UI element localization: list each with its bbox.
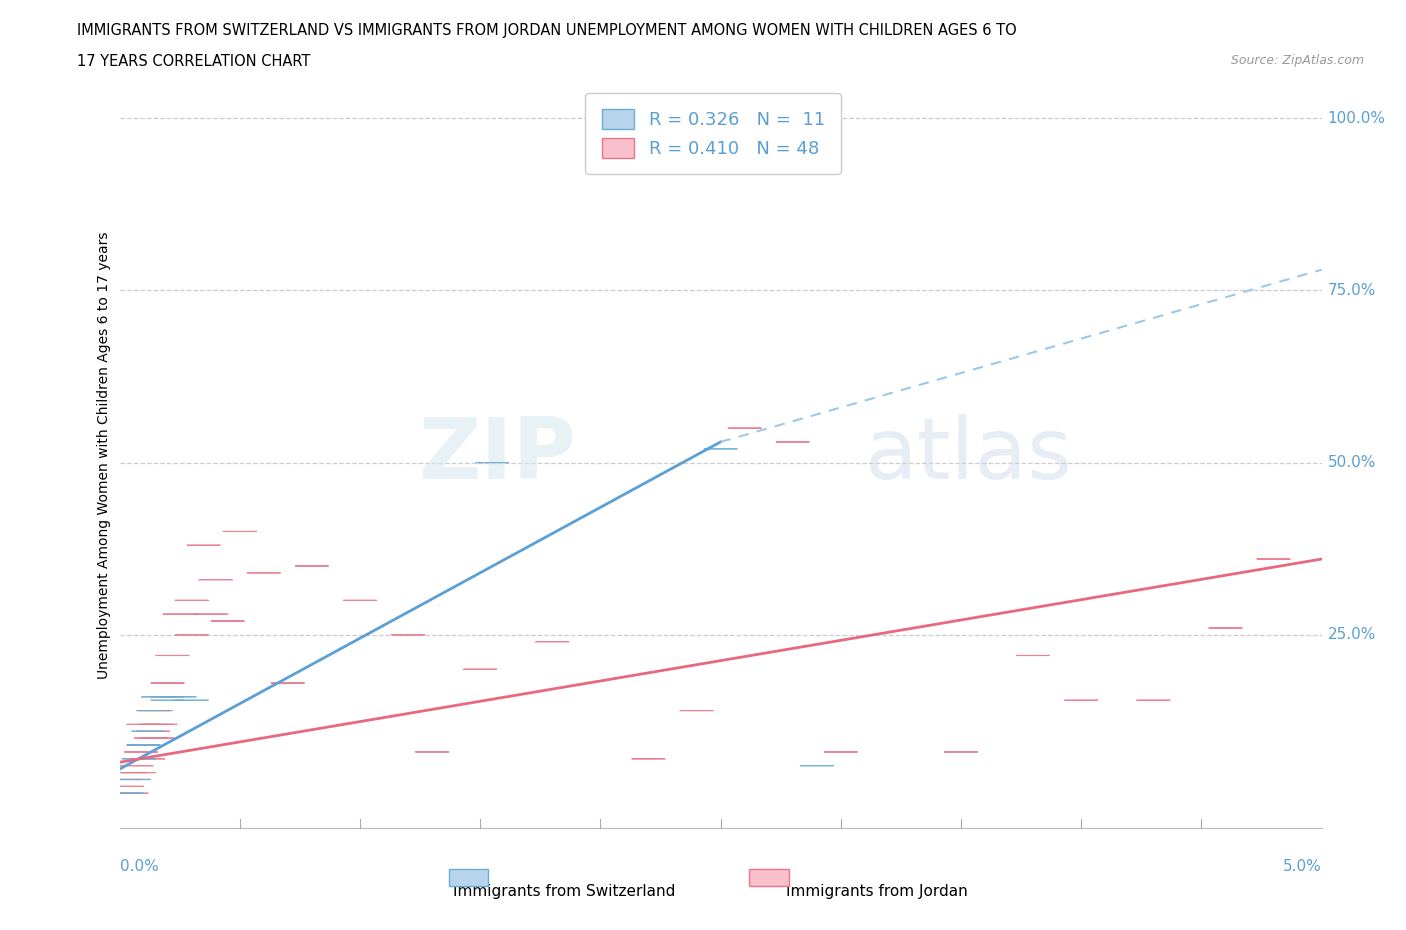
Y-axis label: Unemployment Among Women with Children Ages 6 to 17 years: Unemployment Among Women with Children A… — [97, 232, 111, 680]
Text: IMMIGRANTS FROM SWITZERLAND VS IMMIGRANTS FROM JORDAN UNEMPLOYMENT AMONG WOMEN W: IMMIGRANTS FROM SWITZERLAND VS IMMIGRANT… — [77, 23, 1017, 38]
Text: 100.0%: 100.0% — [1327, 111, 1386, 126]
Text: ZIP: ZIP — [419, 414, 576, 498]
Text: 25.0%: 25.0% — [1327, 628, 1376, 643]
Text: 50.0%: 50.0% — [1327, 455, 1376, 470]
Text: Immigrants from Switzerland: Immigrants from Switzerland — [453, 884, 675, 898]
Text: 17 YEARS CORRELATION CHART: 17 YEARS CORRELATION CHART — [77, 54, 311, 69]
Text: Source: ZipAtlas.com: Source: ZipAtlas.com — [1230, 54, 1364, 67]
Text: 75.0%: 75.0% — [1327, 283, 1376, 298]
Text: 0.0%: 0.0% — [120, 858, 159, 873]
Text: atlas: atlas — [865, 414, 1073, 498]
Text: Immigrants from Jordan: Immigrants from Jordan — [786, 884, 967, 898]
Legend: R = 0.326   N =  11, R = 0.410   N = 48: R = 0.326 N = 11, R = 0.410 N = 48 — [585, 93, 841, 174]
Text: 5.0%: 5.0% — [1282, 858, 1322, 873]
